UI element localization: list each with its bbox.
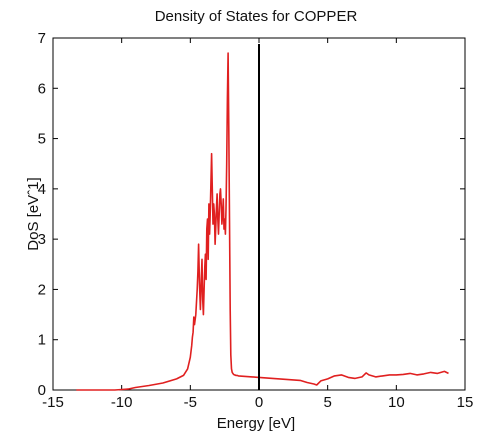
y-tick-label: 1 <box>38 332 46 349</box>
y-tick-label: 2 <box>38 281 46 298</box>
x-tick-label: 10 <box>388 394 405 411</box>
chart-title: Density of States for COPPER <box>155 8 358 25</box>
dos-series-line <box>76 53 448 390</box>
x-tick-label: -5 <box>184 394 197 411</box>
y-tick-label: 6 <box>38 80 46 97</box>
y-tick-label: 7 <box>38 30 46 47</box>
x-tick-label: 5 <box>323 394 331 411</box>
y-tick-label: 4 <box>38 181 46 198</box>
x-tick-label: 15 <box>457 394 474 411</box>
x-tick-label: 0 <box>255 394 263 411</box>
y-tick-label: 5 <box>38 131 46 148</box>
y-tick-label: 3 <box>38 231 46 248</box>
x-tick-label: -10 <box>111 394 133 411</box>
x-axis-label: Energy [eV] <box>217 415 295 432</box>
y-tick-label: 0 <box>38 382 46 399</box>
